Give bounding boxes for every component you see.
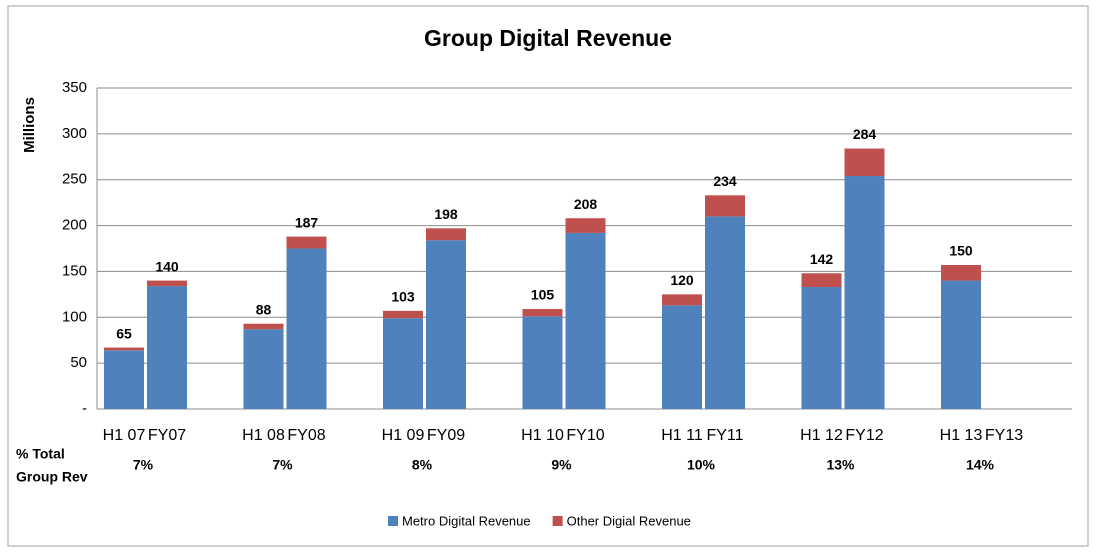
- total-label: 103: [391, 289, 415, 305]
- pct-label: 9%: [551, 457, 572, 473]
- bar-segment: [104, 347, 144, 351]
- pct-label: 7%: [133, 457, 154, 473]
- bar-segment: [801, 287, 842, 409]
- x-tick-label: FY12: [845, 427, 883, 444]
- x-tick-label: FY09: [427, 427, 465, 444]
- total-label: 120: [670, 272, 694, 288]
- y-tick-label: 300: [62, 125, 87, 142]
- bar-segment: [941, 280, 981, 409]
- chart-border: [7, 5, 1089, 547]
- bar-segment: [104, 350, 144, 409]
- bar-segment: [801, 273, 842, 288]
- x-tick-label: H1 12: [800, 427, 843, 444]
- bar-segment: [286, 248, 327, 409]
- y-tick-label: -: [82, 400, 87, 417]
- x-tick-label: FY10: [566, 427, 604, 444]
- x-tick-label: H1 09: [382, 427, 425, 444]
- bar-segment: [705, 195, 745, 217]
- total-label: 88: [256, 301, 272, 317]
- legend-label: Other Digial Revenue: [567, 513, 691, 528]
- y-tick-label: 100: [62, 308, 87, 325]
- bar-segment: [243, 323, 284, 330]
- bar-segment: [565, 232, 606, 409]
- bar-segment: [844, 148, 885, 177]
- pct-label: 10%: [687, 457, 716, 473]
- x-tick-label: H1 07: [103, 427, 146, 444]
- y-tick-label: 350: [62, 79, 87, 96]
- x-tick-label: FY13: [985, 427, 1023, 444]
- total-label: 65: [116, 325, 132, 341]
- bar-segment: [662, 294, 702, 306]
- total-label: 187: [295, 214, 319, 230]
- total-label: 198: [434, 206, 458, 222]
- bar-segment: [426, 228, 466, 241]
- bar-segment: [522, 316, 563, 409]
- total-label: 142: [810, 251, 834, 267]
- x-tick-label: H1 08: [242, 427, 285, 444]
- pct-label: 7%: [272, 457, 293, 473]
- pct-row-title: % Total: [16, 446, 65, 462]
- bar-segment: [705, 216, 745, 409]
- bar-segment: [383, 310, 423, 319]
- y-tick-label: 250: [62, 171, 87, 188]
- total-label: 208: [574, 196, 598, 212]
- x-tick-label: FY11: [706, 427, 743, 444]
- total-label: 150: [949, 243, 973, 259]
- y-tick-label: 50: [70, 354, 87, 371]
- bar-segment: [286, 236, 327, 249]
- bar-segment: [565, 218, 606, 233]
- bar-segment: [522, 309, 563, 317]
- legend-label: Metro Digital Revenue: [402, 513, 531, 528]
- x-tick-label: H1 11: [661, 427, 703, 444]
- y-axis-label: Millions: [21, 97, 38, 153]
- bar-segment: [844, 176, 885, 409]
- pct-row-title: Group Rev: [16, 469, 88, 485]
- x-tick-label: H1 10: [521, 427, 564, 444]
- bar-segment: [662, 305, 702, 409]
- x-tick-label: FY08: [287, 427, 325, 444]
- total-label: 284: [853, 126, 877, 142]
- total-label: 234: [713, 173, 737, 189]
- x-tick-label: FY07: [148, 427, 186, 444]
- bar-segment: [147, 280, 187, 287]
- pct-label: 8%: [412, 457, 433, 473]
- legend-swatch: [552, 516, 563, 526]
- legend-swatch: [388, 516, 398, 526]
- bar-segment: [147, 286, 187, 409]
- bar-segment: [426, 240, 466, 409]
- y-tick-label: 200: [62, 217, 87, 234]
- total-label: 140: [155, 258, 179, 274]
- y-tick-label: 150: [62, 262, 87, 279]
- bar-segment: [941, 265, 981, 281]
- chart-title: Group Digital Revenue: [424, 25, 672, 51]
- pct-label: 14%: [966, 457, 995, 473]
- pct-label: 13%: [826, 457, 855, 473]
- total-label: 105: [531, 287, 555, 303]
- x-tick-label: H1 13: [940, 427, 983, 444]
- bar-segment: [243, 329, 284, 409]
- bar-segment: [383, 318, 423, 409]
